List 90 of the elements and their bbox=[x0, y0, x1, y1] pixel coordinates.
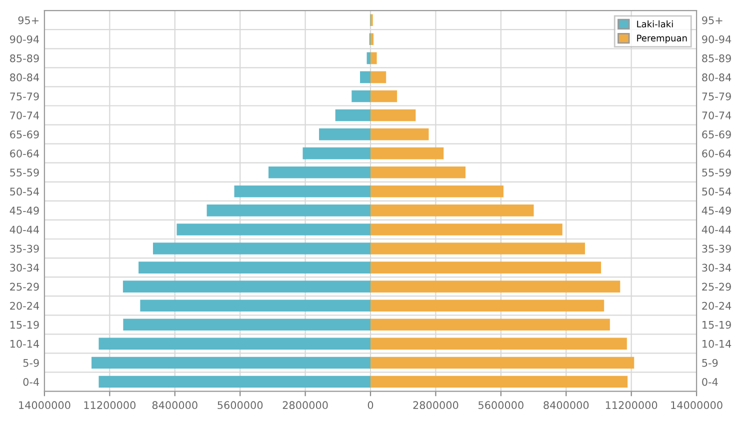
bar bbox=[370, 166, 466, 178]
y-tick-label: 85-89 bbox=[702, 54, 731, 62]
category-label: 40-44 bbox=[10, 226, 40, 234]
bar bbox=[176, 224, 370, 236]
bar bbox=[152, 242, 370, 254]
category-label: 25-29 bbox=[10, 282, 39, 291]
bar bbox=[92, 356, 370, 369]
bar bbox=[370, 71, 386, 84]
y-tick-label: 65-69 bbox=[702, 130, 731, 138]
y-tick-label: 55-59 bbox=[702, 168, 731, 176]
category-label: 15-19 bbox=[10, 320, 39, 329]
y-tick-label: 15-19 bbox=[702, 320, 731, 329]
bar bbox=[370, 90, 398, 102]
y-tick-label: 40-44 bbox=[702, 226, 732, 234]
bar bbox=[370, 109, 416, 122]
category-label: 85-89 bbox=[10, 54, 39, 62]
bar bbox=[352, 90, 370, 102]
y-tick-label: 95+ bbox=[702, 16, 722, 24]
category-label: 65-69 bbox=[10, 130, 39, 138]
x-tick-label: 0 bbox=[368, 401, 374, 410]
y-tick-label: 20-24 bbox=[702, 302, 732, 310]
bar bbox=[335, 109, 370, 122]
bar bbox=[98, 376, 370, 388]
y-tick-label: 10-14 bbox=[702, 340, 732, 348]
x-tick-label: 5600000 bbox=[218, 401, 263, 410]
y-tick-label: 25-29 bbox=[702, 282, 731, 291]
x-tick-label: 14000000 bbox=[671, 401, 722, 410]
bar bbox=[370, 128, 429, 140]
category-label: 60-64 bbox=[10, 150, 40, 158]
x-tick-label: 14000000 bbox=[19, 401, 70, 410]
bar bbox=[366, 52, 370, 64]
bar bbox=[302, 147, 370, 160]
bar bbox=[370, 52, 377, 64]
bar bbox=[370, 242, 585, 254]
x-tick-label: 2800000 bbox=[282, 401, 328, 410]
x-tick-label: 11200000 bbox=[606, 401, 658, 410]
bar bbox=[370, 338, 627, 350]
bar bbox=[370, 186, 504, 198]
bar bbox=[370, 262, 602, 274]
legend-label: Laki-laki bbox=[637, 20, 673, 28]
category-label: 70-74 bbox=[10, 111, 40, 120]
bar bbox=[98, 338, 370, 350]
y-tick-label: 70-74 bbox=[702, 111, 732, 120]
category-label: 45-49 bbox=[10, 206, 39, 215]
bar bbox=[360, 71, 370, 84]
y-tick-label: 45-49 bbox=[702, 206, 731, 215]
bar bbox=[370, 318, 610, 331]
y-tick-label: 0-4 bbox=[702, 378, 718, 386]
x-tick-label: 8400000 bbox=[152, 401, 198, 410]
y-tick-label: 80-84 bbox=[702, 73, 732, 82]
category-label: 10-14 bbox=[10, 340, 40, 348]
bar bbox=[140, 300, 370, 312]
y-tick-label: 35-39 bbox=[702, 244, 731, 253]
category-label: 75-79 bbox=[10, 92, 39, 100]
bar bbox=[138, 262, 370, 274]
y-tick-label: 50-54 bbox=[702, 188, 732, 196]
x-tick-label: 11200000 bbox=[84, 401, 136, 410]
category-label: 55-59 bbox=[10, 168, 39, 176]
y-tick-label: 75-79 bbox=[702, 92, 731, 100]
y-tick-label: 30-34 bbox=[702, 264, 732, 272]
category-label: 0-4 bbox=[23, 378, 40, 386]
bar bbox=[370, 224, 562, 236]
bar bbox=[370, 280, 620, 292]
bar bbox=[370, 356, 634, 369]
category-label: 50-54 bbox=[10, 188, 40, 196]
y-tick-label: 60-64 bbox=[702, 150, 732, 158]
bar bbox=[370, 33, 374, 46]
category-label: 30-34 bbox=[10, 264, 40, 272]
x-tick-label: 8400000 bbox=[544, 401, 589, 410]
category-label: 35-39 bbox=[10, 244, 39, 253]
category-label: 80-84 bbox=[10, 73, 40, 82]
y-tick-label: 90-94 bbox=[702, 35, 732, 44]
bar bbox=[122, 280, 370, 292]
bar bbox=[319, 128, 370, 140]
bar bbox=[370, 376, 628, 388]
category-label: 5-9 bbox=[23, 358, 39, 367]
y-tick-label: 5-9 bbox=[702, 358, 718, 367]
x-tick-label: 5600000 bbox=[478, 401, 524, 410]
bar bbox=[268, 166, 370, 178]
bar bbox=[370, 204, 534, 216]
bar bbox=[234, 186, 370, 198]
bar bbox=[370, 300, 604, 312]
legend-label: Perempuan bbox=[637, 34, 687, 44]
x-tick-label: 2800000 bbox=[413, 401, 458, 410]
category-label: 95+ bbox=[18, 16, 38, 24]
bar bbox=[370, 147, 444, 160]
category-label: 90-94 bbox=[10, 35, 40, 44]
bar bbox=[206, 204, 370, 216]
category-label: 20-24 bbox=[10, 302, 40, 310]
bar bbox=[123, 318, 370, 331]
